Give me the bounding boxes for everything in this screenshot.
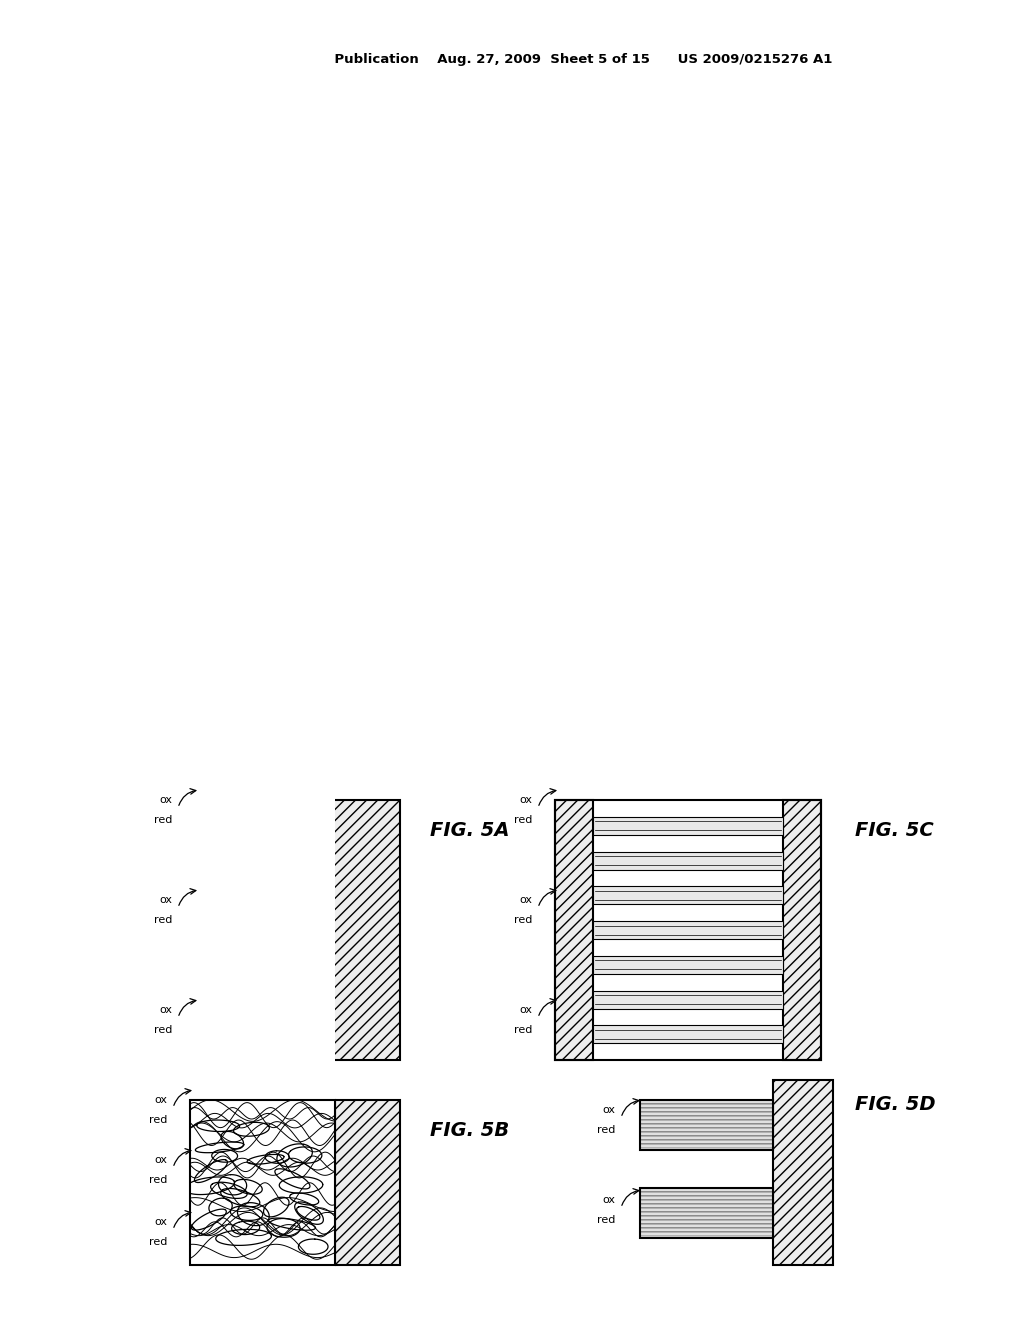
Text: Patent Application Publication    Aug. 27, 2009  Sheet 5 of 15      US 2009/0215: Patent Application Publication Aug. 27, … xyxy=(191,54,833,66)
Bar xyxy=(195,990,330,1001)
Text: FIG. 5B: FIG. 5B xyxy=(430,1121,509,1139)
Bar xyxy=(640,1100,773,1150)
Bar xyxy=(640,1188,773,1238)
Text: FIG. 5C: FIG. 5C xyxy=(855,821,934,840)
Bar xyxy=(640,1137,773,1140)
Bar xyxy=(195,960,330,970)
Bar xyxy=(555,800,593,1060)
Text: ox: ox xyxy=(159,795,172,805)
Bar xyxy=(593,956,783,974)
Bar xyxy=(195,861,330,870)
Text: red: red xyxy=(148,1115,167,1125)
Bar xyxy=(190,1265,335,1320)
Text: red: red xyxy=(148,1237,167,1247)
Bar xyxy=(195,880,330,890)
Bar xyxy=(640,1224,773,1228)
Bar xyxy=(640,1232,773,1236)
Bar xyxy=(640,1188,773,1192)
Bar xyxy=(330,800,400,1060)
Bar xyxy=(195,800,330,1060)
Bar xyxy=(640,1200,773,1204)
Bar xyxy=(195,1020,330,1030)
Bar xyxy=(190,1100,335,1265)
Text: red: red xyxy=(514,814,532,825)
Bar xyxy=(195,800,330,810)
Bar xyxy=(773,1080,833,1265)
Bar xyxy=(640,1104,773,1107)
Text: red: red xyxy=(154,1026,172,1035)
Bar xyxy=(195,1010,330,1020)
Bar xyxy=(593,990,783,1008)
Bar xyxy=(195,1049,330,1060)
Bar xyxy=(195,820,330,830)
Text: red: red xyxy=(514,915,532,925)
Bar xyxy=(190,1100,335,1265)
Text: ox: ox xyxy=(519,895,532,906)
Bar xyxy=(335,1100,400,1265)
Bar xyxy=(640,1192,773,1196)
Bar xyxy=(195,890,330,900)
Text: ox: ox xyxy=(154,1155,167,1166)
Text: red: red xyxy=(597,1214,615,1225)
Bar xyxy=(555,800,821,1060)
Bar xyxy=(640,1107,773,1111)
Bar xyxy=(195,850,330,861)
Bar xyxy=(195,950,330,960)
Bar xyxy=(640,1204,773,1208)
Bar xyxy=(195,1040,330,1049)
Text: red: red xyxy=(597,1125,615,1135)
Bar xyxy=(195,909,330,920)
Text: FIG. 5A: FIG. 5A xyxy=(430,821,510,840)
Text: ox: ox xyxy=(519,1005,532,1015)
Bar xyxy=(0,0,190,1320)
Bar xyxy=(640,1220,773,1224)
Bar xyxy=(640,1196,773,1200)
Text: FIG. 5D: FIG. 5D xyxy=(855,1096,936,1114)
Text: ox: ox xyxy=(602,1105,615,1115)
Bar xyxy=(640,1212,773,1216)
Bar xyxy=(640,1100,773,1104)
Bar xyxy=(640,1216,773,1220)
Text: ox: ox xyxy=(159,895,172,906)
Text: red: red xyxy=(154,915,172,925)
Bar xyxy=(195,931,330,940)
Text: red: red xyxy=(514,1026,532,1035)
Bar xyxy=(640,1144,773,1148)
Bar xyxy=(195,1030,330,1040)
Text: ox: ox xyxy=(154,1217,167,1228)
Text: red: red xyxy=(148,1175,167,1185)
Bar xyxy=(593,921,783,939)
Text: red: red xyxy=(154,814,172,825)
Text: Different srtuctures of CNT functionalized semiconductors: Different srtuctures of CNT functionaliz… xyxy=(47,409,62,911)
Bar xyxy=(195,1001,330,1010)
Text: ox: ox xyxy=(154,1096,167,1105)
Bar xyxy=(195,810,330,820)
Bar xyxy=(195,970,330,979)
Bar xyxy=(640,1129,773,1133)
Bar xyxy=(195,940,330,950)
Bar xyxy=(783,800,821,1060)
Bar xyxy=(190,0,335,1100)
Bar xyxy=(640,1125,773,1129)
Bar xyxy=(195,840,330,850)
Bar xyxy=(593,817,783,834)
Bar xyxy=(195,979,330,990)
Bar xyxy=(640,1111,773,1115)
Bar xyxy=(640,1140,773,1144)
Bar xyxy=(195,870,330,880)
Bar xyxy=(195,830,330,840)
Bar xyxy=(640,1115,773,1119)
Text: ox: ox xyxy=(159,1005,172,1015)
Text: ox: ox xyxy=(602,1195,615,1205)
Bar xyxy=(593,851,783,870)
Bar xyxy=(640,1133,773,1137)
Text: ox: ox xyxy=(519,795,532,805)
Bar xyxy=(593,1026,783,1043)
Bar xyxy=(640,1208,773,1212)
Bar xyxy=(640,1119,773,1125)
Bar xyxy=(195,920,330,931)
Bar xyxy=(640,1228,773,1232)
Bar xyxy=(195,900,330,909)
Bar xyxy=(593,886,783,904)
